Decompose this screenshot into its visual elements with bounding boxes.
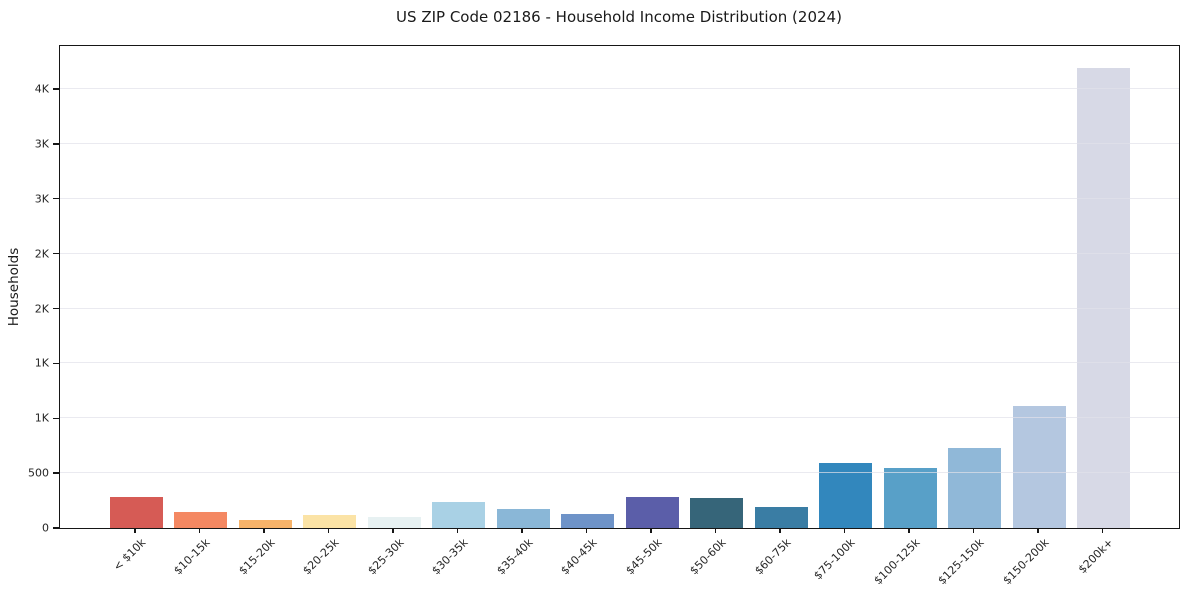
x-tick-label: $40-45k [558,536,600,578]
y-tick-label: 3K [34,192,49,206]
bar-9 [625,497,679,528]
x-tick-label: $30-35k [429,536,471,578]
bar-5 [367,516,421,528]
bar-7 [496,509,550,528]
x-tick-label: $45-50k [622,536,665,578]
x-tick-mark [134,528,136,533]
y-axis-label: Households [6,247,22,327]
x-tick-label: $125-150k [935,536,987,588]
bar-16 [1077,68,1130,528]
bar-6 [432,502,485,528]
y-tick-mark [53,252,59,255]
x-tick-mark [585,528,588,533]
bar-12 [819,462,872,528]
bar-3 [238,519,292,528]
gridline [60,197,1179,199]
y-tick-mark [53,362,59,365]
x-tick-mark [392,528,394,533]
x-tick-mark [779,528,781,533]
x-tick-label: $200k+ [1075,536,1116,577]
bar-15 [1012,406,1066,528]
y-tick-mark [53,197,59,200]
x-tick-label: $10-15k [171,536,213,578]
gridline [60,142,1179,144]
x-tick-mark [843,528,846,533]
x-tick-label: $100-125k [871,536,923,588]
gridline [60,307,1179,309]
x-tick-mark [650,528,652,533]
gridline [60,417,1179,419]
chart-title: US ZIP Code 02186 - Household Income Dis… [396,8,842,26]
bar-13 [883,467,937,528]
x-tick-mark [263,528,265,533]
bar-1 [109,496,163,528]
y-tick-label: 0 [42,521,49,535]
x-tick-label: < $10k [110,536,149,574]
y-tick-label: 2K [34,302,49,315]
x-tick-mark [456,528,459,533]
y-tick-mark [53,527,59,529]
x-tick-mark [1101,528,1104,533]
plot-area [59,45,1180,529]
x-tick-mark [198,528,201,533]
bar-10 [690,498,743,528]
x-tick-label: $50-60k [687,536,729,578]
x-tick-label: $60-75k [751,536,794,578]
x-tick-mark [327,528,330,533]
bar-14 [948,448,1001,528]
gridline [60,252,1179,254]
y-tick-mark [53,472,59,474]
x-tick-label: $15-20k [235,536,278,578]
gridline [60,362,1179,364]
x-tick-mark [714,528,717,533]
y-tick-mark [53,143,59,145]
y-tick-label: 4K [34,82,49,96]
x-tick-label: $20-25k [300,536,342,578]
y-tick-mark [53,88,59,90]
y-tick-mark [53,307,59,310]
y-tick-label: 1K [34,356,49,370]
y-tick-mark [53,417,59,419]
y-tick-label: 3K [34,137,49,151]
x-tick-mark [1037,528,1039,533]
bar-4 [303,514,356,528]
y-tick-label: 500 [28,466,49,480]
x-tick-mark [972,528,975,533]
x-tick-mark [521,528,523,533]
x-tick-label: $25-30k [364,536,407,578]
x-tick-label: $150-200k [1000,536,1052,588]
bar-2 [174,511,227,528]
y-tick-label: 1K [34,411,49,425]
gridline [60,87,1179,89]
x-tick-label: $35-40k [493,536,536,578]
bar-8 [561,514,614,528]
bar-11 [754,507,808,528]
gridline [60,472,1179,474]
x-tick-mark [908,528,910,533]
x-tick-label: $75-100k [811,536,858,583]
y-tick-label: 2K [34,247,49,261]
